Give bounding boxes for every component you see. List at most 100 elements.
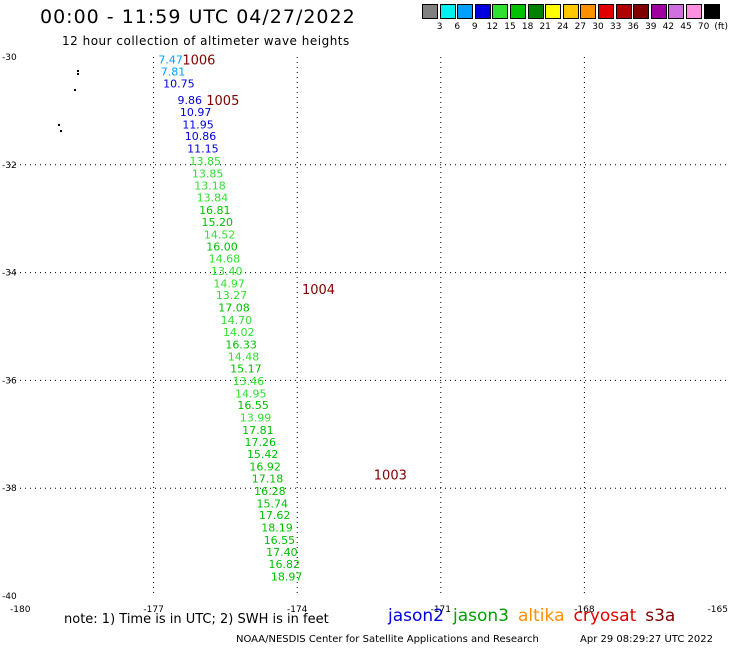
scale-swatch <box>492 4 509 19</box>
pressure-labels: 1006 1005 1004 1003 <box>182 54 407 484</box>
scale-label: 15 <box>504 22 516 32</box>
wave-height-value: 14.52 <box>204 228 236 241</box>
scale-swatch <box>510 4 526 19</box>
wave-height-value: 16.92 <box>249 461 280 474</box>
scale-swatch <box>545 4 562 19</box>
wave-height-value: 15.42 <box>247 448 279 461</box>
scale-swatch <box>422 4 438 19</box>
wave-height-value: 13.18 <box>194 179 226 192</box>
lon-tick-label: -165 <box>708 605 728 615</box>
wave-height-value: 16.33 <box>225 338 257 351</box>
map-title: 00:00 - 11:59 UTC 04/27/2022 <box>40 6 356 28</box>
lat-tick-label: -36 <box>2 376 17 386</box>
wave-height-value: 15.74 <box>257 497 289 510</box>
lat-lon-grid <box>10 57 728 596</box>
scale-swatch <box>527 4 544 19</box>
credit-line: NOAA/NESDIS Center for Satellite Applica… <box>236 634 539 645</box>
wave-height-value: 10.75 <box>163 77 195 90</box>
wave-height-labels: 7.477.8110.759.8610.9711.9510.8611.1513.… <box>158 54 302 584</box>
scale-swatch <box>650 4 667 19</box>
scale-label: 39 <box>645 22 657 32</box>
wave-height-value: 16.55 <box>237 399 269 412</box>
wave-height-value: 14.48 <box>228 351 260 364</box>
satellite-legend-item: cryosat <box>573 606 637 626</box>
wave-height-value: 16.55 <box>264 534 296 547</box>
lon-tick-label: -174 <box>287 605 308 615</box>
scale-swatch <box>457 4 474 19</box>
satellite-legend-item: altika <box>518 606 565 626</box>
scale-swatch <box>598 4 614 19</box>
pressure-label: 1006 <box>182 54 215 69</box>
lat-tick-label: -30 <box>2 53 17 63</box>
scale-label: 24 <box>557 22 569 32</box>
wave-height-value: 18.19 <box>261 522 293 535</box>
lat-tick-label: -34 <box>2 269 17 279</box>
satellite-legend-item: jason2 <box>388 606 444 626</box>
scale-label: 3 <box>436 22 443 32</box>
wave-height-value: 7.81 <box>161 66 186 79</box>
wave-height-value: 13.99 <box>240 412 272 425</box>
wave-height-value: 17.08 <box>218 302 250 315</box>
wave-height-value: 11.15 <box>187 143 219 156</box>
scale-label: 30 <box>592 22 604 32</box>
pressure-label: 1003 <box>374 469 407 484</box>
scale-swatch <box>668 4 685 19</box>
scale-label: 21 <box>539 22 551 32</box>
wave-height-value: 7.47 <box>158 54 183 67</box>
wave-height-value: 14.68 <box>209 253 241 266</box>
wave-height-value: 14.97 <box>213 277 245 290</box>
wave-height-value: 13.85 <box>190 155 222 168</box>
lon-tick-label: -177 <box>143 605 163 615</box>
scale-swatch <box>474 4 491 19</box>
axis-labels: -30 -32 -34 -36 -38 -40 -180 -177 -174 -171 -168 -1… <box>2 53 728 615</box>
wave-height-value: 15.20 <box>201 216 233 229</box>
scale-label: 18 <box>521 22 534 32</box>
scale-swatch <box>580 4 597 19</box>
wave-height-value: 16.82 <box>268 558 300 571</box>
lon-tick-label: -168 <box>574 605 595 615</box>
lat-tick-label: -38 <box>2 484 17 494</box>
scale-label: 9 <box>471 22 478 32</box>
land-specks <box>58 70 79 132</box>
wave-height-value: 13.85 <box>192 167 224 180</box>
wave-height-value: 17.62 <box>259 509 291 522</box>
satellite-legend-item: jason3 <box>453 606 509 626</box>
wave-height-value: 14.02 <box>223 326 255 339</box>
wave-height-value: 18.97 <box>271 571 303 584</box>
lon-tick-label: -180 <box>10 605 31 615</box>
wave-height-value: 13.46 <box>233 375 265 388</box>
scale-label: 45 <box>680 22 692 32</box>
scale-label: 36 <box>627 22 639 32</box>
scale-swatch <box>615 4 632 19</box>
wave-height-value: 17.26 <box>245 436 277 449</box>
map-subtitle: 12 hour collection of altimeter wave hei… <box>62 34 350 48</box>
scale-swatch <box>439 4 456 19</box>
scale-swatch <box>562 4 579 19</box>
wave-height-value: 16.28 <box>254 485 286 498</box>
satellite-legend: jason2 jason3 altika cryosat s3a <box>388 606 684 626</box>
pressure-label: 1005 <box>206 94 239 109</box>
wave-height-value: 14.70 <box>221 314 253 327</box>
wave-height-value: 16.81 <box>199 204 231 217</box>
scale-label: 12 <box>486 22 499 32</box>
wave-height-value: 16.00 <box>206 241 238 254</box>
scale-swatch <box>633 4 650 19</box>
lat-tick-label: -40 <box>2 592 17 602</box>
satellite-legend-item: s3a <box>645 606 676 626</box>
wave-height-value: 10.97 <box>180 106 212 119</box>
wave-height-value: 13.84 <box>197 192 229 205</box>
wave-height-value: 9.86 <box>178 94 203 107</box>
wave-height-value: 11.95 <box>182 118 214 131</box>
units-note: note: 1) Time is in UTC; 2) SWH is in fe… <box>64 612 329 627</box>
wave-height-value: 17.18 <box>252 472 284 485</box>
scale-label: 70 <box>697 22 710 32</box>
scale-label: 27 <box>574 22 587 32</box>
scale-label: 33 <box>609 22 622 32</box>
scale-label: 6 <box>454 22 461 32</box>
scale-swatch <box>686 4 702 19</box>
lat-tick-label: -32 <box>2 161 17 171</box>
wave-height-value: 14.95 <box>235 387 267 400</box>
scale-swatch <box>703 4 720 19</box>
scale-label: 42 <box>662 22 675 32</box>
